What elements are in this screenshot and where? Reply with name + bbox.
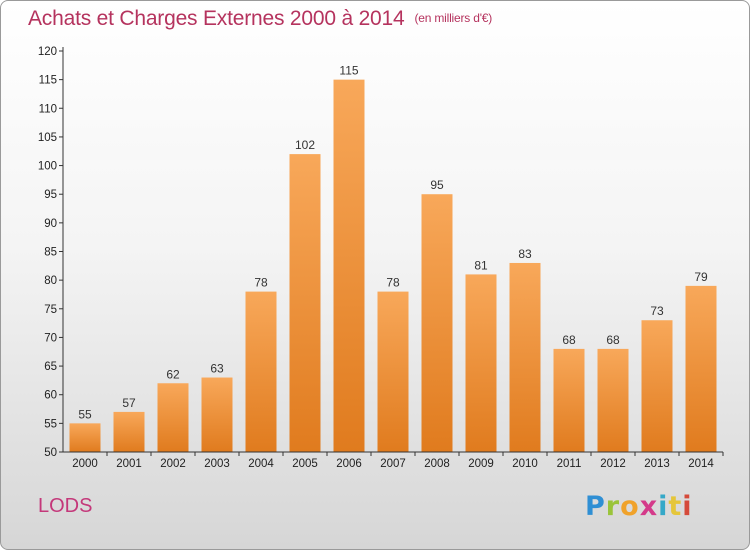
bar-2014 <box>685 285 717 452</box>
bar-2000 <box>69 423 101 452</box>
y-tick-label-100: 100 <box>38 161 57 173</box>
x-tick-label-2001: 2001 <box>116 458 142 470</box>
bar-2011 <box>553 348 585 452</box>
y-tick-label-60: 60 <box>44 390 57 402</box>
x-tick-label-2010: 2010 <box>512 458 538 470</box>
y-tick-label-90: 90 <box>44 218 57 230</box>
data-label-2014: 79 <box>694 270 708 284</box>
data-label-2013: 73 <box>650 304 664 318</box>
x-tick-label-2008: 2008 <box>424 458 450 470</box>
x-tick-label-2004: 2004 <box>248 458 274 470</box>
data-label-2010: 83 <box>518 247 532 261</box>
bar-2006 <box>333 79 365 453</box>
x-tick-label-2006: 2006 <box>336 458 362 470</box>
proxiti-logo: Proxiti <box>585 491 693 522</box>
y-tick-label-50: 50 <box>44 447 57 459</box>
data-label-2008: 95 <box>430 178 444 192</box>
y-tick-label-95: 95 <box>44 189 57 201</box>
bar-2013 <box>641 320 673 452</box>
data-label-2009: 81 <box>474 258 488 272</box>
x-tick-label-2005: 2005 <box>292 458 318 470</box>
x-tick-label-2013: 2013 <box>644 458 670 470</box>
y-tick-label-105: 105 <box>38 132 57 144</box>
data-label-2003: 63 <box>210 362 224 376</box>
data-label-2002: 62 <box>166 367 180 381</box>
bar-2003 <box>201 377 233 452</box>
bar-2012 <box>597 348 629 452</box>
x-tick-label-2014: 2014 <box>688 458 714 470</box>
y-tick-label-115: 115 <box>39 75 57 87</box>
x-tick-label-2012: 2012 <box>600 458 626 470</box>
y-tick-label-80: 80 <box>44 275 57 287</box>
bar-2002 <box>157 383 189 452</box>
bar-2004 <box>245 291 277 452</box>
x-tick-label-2009: 2009 <box>468 458 494 470</box>
bar-2008 <box>421 194 453 452</box>
x-tick-label-2000: 2000 <box>72 458 98 470</box>
data-label-2011: 68 <box>562 333 576 347</box>
bar-2007 <box>377 291 409 452</box>
chart-title-text: Achats et Charges Externes 2000 à 2014 <box>28 7 405 30</box>
bar-2001 <box>113 411 145 452</box>
chart-title: Achats et Charges Externes 2000 à 2014 (e… <box>28 7 492 31</box>
x-tick-label-2007: 2007 <box>380 458 406 470</box>
y-tick-label-120: 120 <box>38 46 57 58</box>
place-name: LODS <box>38 495 93 517</box>
bar-2009 <box>465 274 497 452</box>
unit-note: (en milliers d'€) <box>414 11 493 25</box>
y-tick-label-70: 70 <box>44 332 57 344</box>
y-tick-label-85: 85 <box>44 247 57 259</box>
data-label-2001: 57 <box>122 396 136 410</box>
x-tick-label-2003: 2003 <box>204 458 230 470</box>
bar-2005 <box>289 154 321 452</box>
x-tick-label-2011: 2011 <box>557 458 582 470</box>
y-tick-label-65: 65 <box>44 361 57 373</box>
data-label-2004: 78 <box>254 276 268 290</box>
y-tick-label-55: 55 <box>44 418 57 430</box>
data-label-2006: 115 <box>339 64 358 78</box>
data-label-2005: 102 <box>295 138 315 152</box>
y-tick-label-75: 75 <box>44 304 57 316</box>
data-label-2007: 78 <box>386 276 400 290</box>
data-label-2000: 55 <box>78 407 92 421</box>
data-label-2012: 68 <box>606 333 620 347</box>
bar-2010 <box>509 262 541 452</box>
x-tick-label-2002: 2002 <box>160 458 186 470</box>
y-tick-label-110: 110 <box>39 103 57 115</box>
